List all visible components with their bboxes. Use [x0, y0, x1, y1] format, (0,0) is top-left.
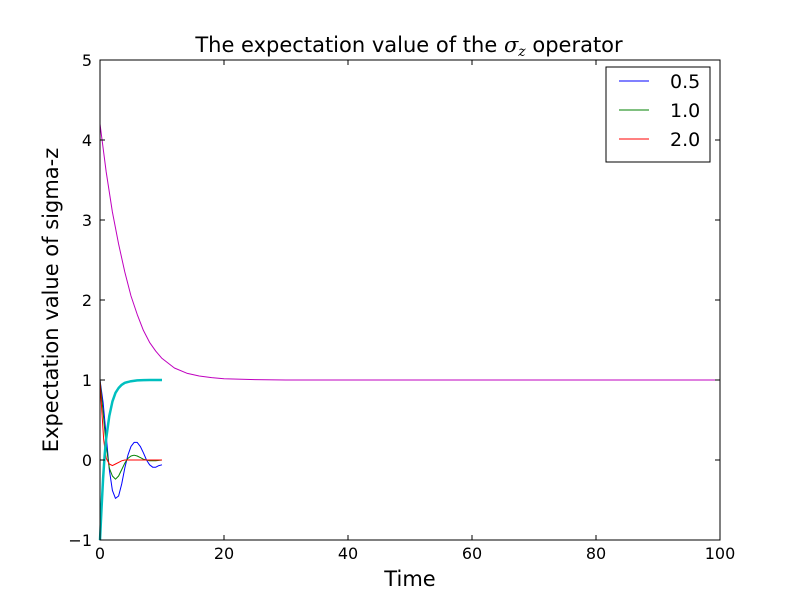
y-tick-label: 2: [82, 291, 92, 310]
x-tick-label: 40: [338, 544, 358, 563]
title-subscript: z: [517, 44, 526, 60]
y-tick-label: 4: [82, 131, 92, 150]
series-layer: [98, 123, 720, 541]
y-tick-label: −1: [68, 531, 92, 550]
x-tick-label: 0: [95, 544, 105, 563]
y-tick-label: 0: [82, 451, 92, 470]
x-tick-label: 100: [705, 544, 736, 563]
legend-label-1: 1.0: [670, 100, 700, 122]
title-prefix: The expectation value of the: [194, 33, 504, 57]
series-line-3: [98, 378, 162, 541]
chart-title: The expectation value of the σz operator: [194, 33, 623, 60]
legend: 0.5 1.0 2.0: [605, 66, 711, 163]
x-tick-label: 20: [214, 544, 234, 563]
x-tick-label: 60: [462, 544, 482, 563]
series-line-4: [99, 123, 720, 381]
y-tick-label: 3: [82, 211, 92, 230]
y-ticks: −1 0 1 2 3 4 5: [68, 51, 720, 550]
y-tick-label: 5: [82, 51, 92, 70]
series-line-0: [99, 379, 163, 499]
legend-label-0: 0.5: [670, 71, 700, 93]
series-line-2: [99, 379, 162, 467]
x-ticks: 0 20 40 60 80 100: [95, 60, 735, 563]
y-tick-label: 1: [82, 371, 92, 390]
x-axis-label: Time: [383, 567, 435, 591]
legend-frame: [605, 66, 711, 163]
title-symbol: σ: [504, 33, 519, 57]
y-axis-label: Expectation value of sigma-z: [39, 148, 63, 452]
x-tick-label: 80: [586, 544, 606, 563]
legend-label-2: 2.0: [670, 129, 700, 151]
title-suffix: operator: [526, 33, 623, 57]
